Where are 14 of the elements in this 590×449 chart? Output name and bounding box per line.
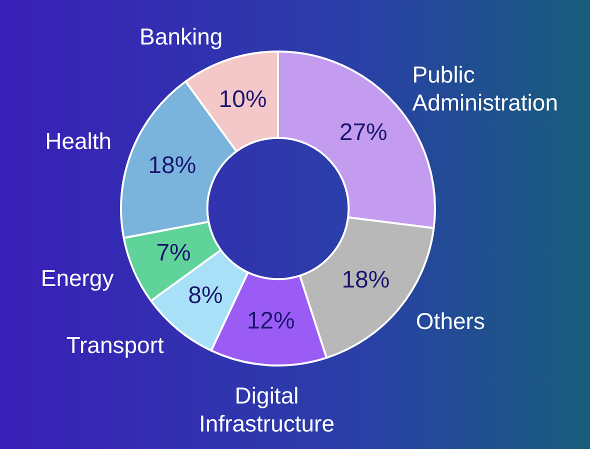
data-label: 12% — [246, 308, 295, 335]
slice-label: Banking — [140, 24, 223, 50]
slice-label: Digital Infrastructure — [199, 382, 335, 436]
slice-label: Transport — [66, 332, 165, 358]
slice-label: Health — [45, 128, 112, 154]
slice-label: Others — [416, 308, 485, 334]
data-label: 7% — [156, 239, 191, 266]
slice-label: Energy — [40, 264, 114, 291]
data-label: 18% — [342, 266, 390, 294]
data-label: 27% — [339, 118, 388, 146]
slice-label: Public Administration — [412, 61, 558, 116]
data-label: 8% — [188, 282, 223, 309]
data-label: 10% — [218, 86, 267, 113]
data-label: 18% — [148, 152, 196, 180]
